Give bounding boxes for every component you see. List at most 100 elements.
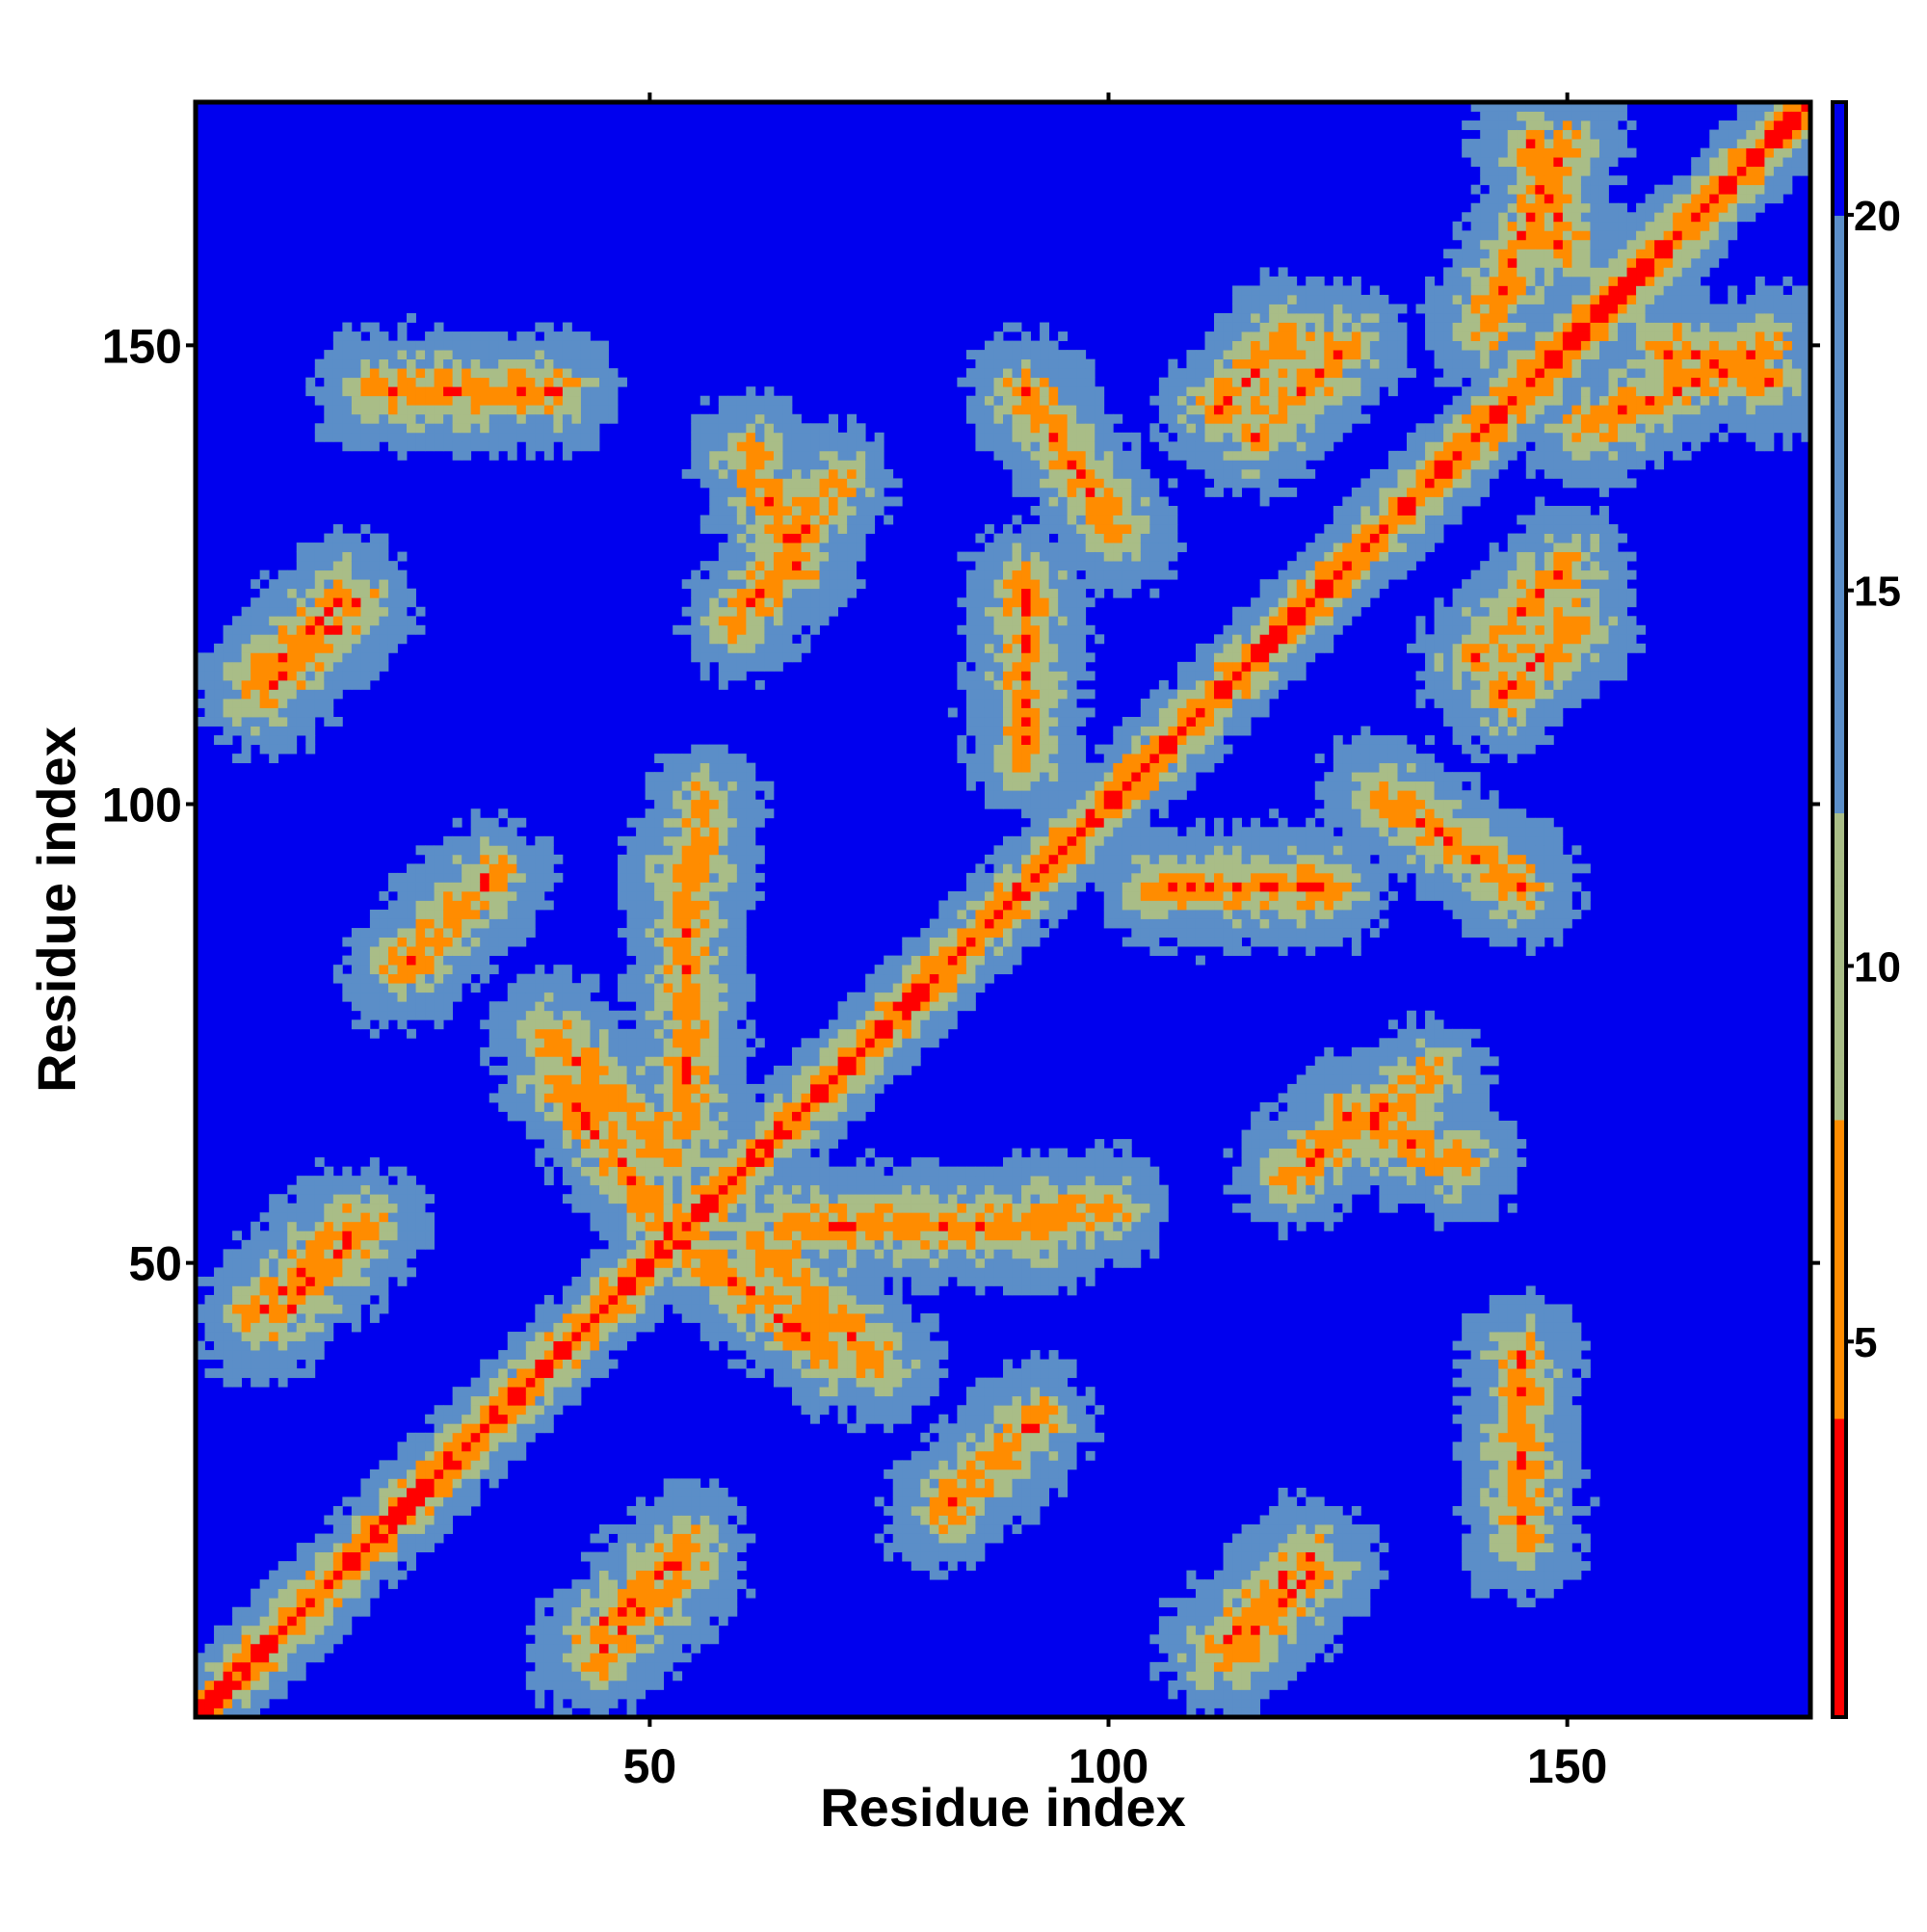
heatmap-cell [663, 1019, 673, 1030]
heatmap-cell [470, 441, 481, 452]
heatmap-cell [727, 762, 738, 773]
heatmap-cell [251, 1231, 261, 1241]
heatmap-cell [884, 1551, 894, 1562]
heatmap-cell [819, 1387, 830, 1397]
heatmap-cell [480, 1359, 490, 1369]
heatmap-cell [488, 405, 499, 415]
heatmap-cell [618, 1194, 627, 1204]
heatmap-cell [277, 1689, 288, 1700]
heatmap-cell [535, 1606, 545, 1617]
heatmap-cell [324, 588, 334, 598]
heatmap-cell [709, 1001, 720, 1012]
heatmap-cell [791, 1046, 802, 1057]
heatmap-cell [819, 1203, 830, 1213]
heatmap-cell [892, 1176, 903, 1186]
heatmap-cell [488, 1093, 499, 1103]
heatmap-cell [525, 1046, 536, 1057]
heatmap-cell [397, 624, 408, 635]
heatmap-cell [746, 1294, 756, 1305]
heatmap-cell [488, 1046, 499, 1057]
heatmap-cell [837, 1111, 848, 1122]
heatmap-cell [443, 432, 454, 442]
heatmap-cell [754, 1194, 765, 1204]
heatmap-cell [407, 1249, 416, 1259]
heatmap-cell [397, 1505, 408, 1516]
heatmap-cell [856, 1395, 866, 1406]
heatmap-cell [884, 1028, 894, 1039]
heatmap-cell [754, 423, 765, 434]
heatmap-cell [663, 1166, 673, 1177]
heatmap-cell [553, 1405, 564, 1416]
heatmap-cell [425, 937, 435, 947]
heatmap-cell [829, 441, 838, 452]
heatmap-cell [819, 450, 830, 461]
heatmap-cell [507, 1101, 517, 1112]
heatmap-cell [259, 624, 270, 635]
heatmap-cell [379, 624, 389, 635]
heatmap-cell [360, 1570, 371, 1580]
heatmap-cell [847, 1184, 858, 1195]
heatmap-cell [608, 1653, 619, 1663]
heatmap-cell [251, 624, 261, 635]
heatmap-cell [434, 955, 444, 966]
heatmap-cell [214, 698, 224, 708]
heatmap-cell [791, 1083, 802, 1094]
heatmap-cell [884, 1231, 894, 1241]
heatmap-cell [488, 423, 499, 434]
heatmap-cell [387, 1460, 398, 1470]
heatmap-cell [369, 1543, 380, 1552]
heatmap-cell [324, 671, 334, 681]
heatmap-cell [874, 1056, 884, 1067]
heatmap-cell [626, 1579, 637, 1590]
heatmap-cell [351, 1257, 361, 1268]
heatmap-cell [709, 937, 720, 947]
heatmap-cell [590, 1001, 600, 1012]
heatmap-cell [691, 1616, 701, 1627]
heatmap-cell [691, 1001, 701, 1012]
heatmap-cell [452, 918, 462, 929]
heatmap-cell [314, 588, 325, 598]
heatmap-cell [663, 1598, 673, 1608]
heatmap-cell [654, 900, 665, 911]
heatmap-cell [369, 992, 380, 1002]
heatmap-cell [452, 928, 462, 938]
heatmap-cell [397, 1203, 408, 1213]
heatmap-cell [626, 973, 637, 984]
heatmap-cell [837, 450, 848, 461]
heatmap-cell [332, 1304, 343, 1314]
heatmap-cell [342, 1616, 353, 1627]
heatmap-cell [535, 900, 545, 911]
heatmap-cell [434, 358, 444, 369]
heatmap-cell [681, 1231, 692, 1241]
heatmap-cell [727, 588, 738, 598]
heatmap-cell [856, 1157, 866, 1168]
heatmap-cell [498, 827, 509, 837]
heatmap-cell [204, 1350, 215, 1361]
heatmap-cell [718, 1487, 728, 1497]
heatmap-cell [663, 1524, 673, 1534]
heatmap-cell [673, 1551, 683, 1562]
heatmap-cell [360, 928, 371, 938]
heatmap-cell [782, 1157, 793, 1168]
heatmap-cell [590, 1148, 600, 1158]
heatmap-cell [314, 386, 325, 397]
heatmap-cell [754, 1212, 765, 1223]
heatmap-cell [553, 1093, 564, 1103]
heatmap-cell [415, 350, 426, 360]
heatmap-cell [691, 1267, 701, 1278]
heatmap-cell [314, 551, 325, 562]
heatmap-cell [911, 1469, 921, 1479]
heatmap-cell [847, 1359, 858, 1369]
heatmap-cell [727, 579, 738, 590]
heatmap-cell [562, 1340, 572, 1351]
heatmap-cell [580, 1294, 591, 1305]
heatmap-cell [865, 1203, 876, 1213]
heatmap-cell [764, 1139, 775, 1149]
heatmap-cell [911, 1543, 921, 1552]
heatmap-cell [470, 827, 481, 837]
heatmap-cell [397, 1166, 408, 1177]
heatmap-cell [305, 579, 316, 590]
heatmap-cell [305, 679, 316, 690]
heatmap-cell [305, 1332, 316, 1341]
heatmap-cell [535, 1616, 545, 1627]
